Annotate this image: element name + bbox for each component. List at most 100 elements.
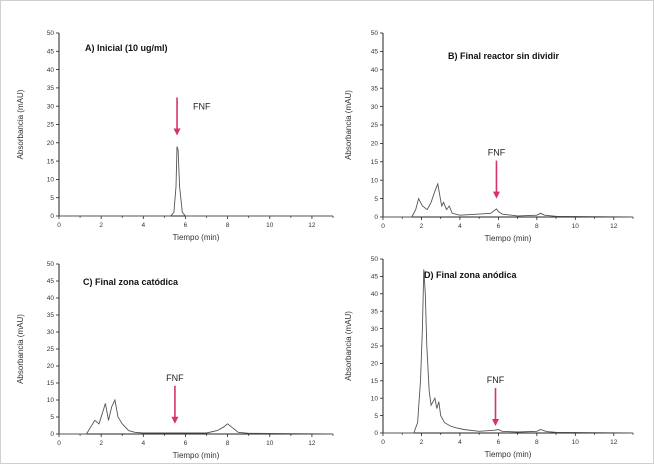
x-tick-label: 2 <box>420 223 424 230</box>
y-tick-label: 45 <box>371 274 379 281</box>
x-tick-label: 8 <box>226 222 230 229</box>
x-tick-label: 4 <box>458 439 462 446</box>
y-tick-label: 45 <box>47 278 55 285</box>
x-tick-label: 0 <box>57 440 61 447</box>
x-tick-label: 2 <box>420 439 424 446</box>
y-tick-label: 40 <box>371 291 379 298</box>
fnf-label: FNF <box>193 101 211 111</box>
x-tick-label: 10 <box>266 222 274 229</box>
x-tick-label: 10 <box>572 223 580 230</box>
y-tick-label: 40 <box>47 295 55 302</box>
chromatogram-trace <box>383 269 634 434</box>
fnf-label: FNF <box>488 148 506 158</box>
x-tick-label: 4 <box>141 222 145 229</box>
x-tick-label: 8 <box>535 439 539 446</box>
y-axis-label: Absorbancia (mAU) <box>16 314 25 384</box>
y-tick-label: 25 <box>371 122 379 129</box>
y-tick-label: 15 <box>47 380 55 387</box>
panel-2: 0 5 10 15 20 25 30 35 40 45 50 0 2 4 6 8 10 12 Tiempo (min… <box>16 261 334 460</box>
y-tick-label: 20 <box>371 141 379 148</box>
y-axis-label: Absorbancia (mAU) <box>16 89 25 159</box>
chromatogram-trace <box>383 182 634 218</box>
x-tick-label: 12 <box>308 222 316 229</box>
y-tick-label: 5 <box>374 196 378 203</box>
x-tick-label: 8 <box>535 223 539 230</box>
x-tick-label: 4 <box>458 223 462 230</box>
chromatogram-trace <box>59 398 334 435</box>
y-tick-label: 15 <box>371 159 379 166</box>
fnf-arrow-head <box>171 416 179 424</box>
x-axis-label: Tiempo (min) <box>173 451 220 460</box>
fnf-arrow-head <box>492 419 499 427</box>
chromatogram-trace <box>59 146 333 217</box>
fnf-label: FNF <box>166 373 184 383</box>
panel-0: 0 5 10 15 20 25 30 35 40 45 50 0 2 4 6 8 10 12 Tiempo (min… <box>16 30 334 242</box>
y-tick-label: 40 <box>371 67 379 74</box>
panel-title: C) Final zona catódica <box>83 277 179 287</box>
y-tick-label: 10 <box>47 177 55 184</box>
y-tick-label: 45 <box>371 49 379 56</box>
y-tick-label: 25 <box>47 346 55 353</box>
fnf-arrow-head <box>492 191 500 199</box>
x-tick-label: 6 <box>497 223 501 230</box>
x-tick-label: 2 <box>99 222 103 229</box>
y-tick-label: 50 <box>371 30 379 37</box>
y-tick-label: 0 <box>374 430 378 437</box>
y-tick-label: 0 <box>50 213 54 220</box>
y-tick-label: 25 <box>47 122 55 129</box>
fnf-arrow-head <box>173 128 181 136</box>
y-tick-label: 50 <box>47 261 55 268</box>
x-tick-label: 10 <box>572 439 580 446</box>
x-tick-label: 12 <box>308 440 316 447</box>
y-tick-label: 20 <box>47 363 55 370</box>
panel-title: D) Final zona anódica <box>424 270 518 280</box>
y-tick-label: 15 <box>371 378 379 385</box>
y-axis-label: Absorbancia (mAU) <box>344 311 353 381</box>
x-tick-label: 0 <box>381 223 385 230</box>
y-tick-label: 20 <box>371 361 379 368</box>
x-tick-label: 0 <box>381 439 385 446</box>
y-tick-label: 35 <box>47 85 55 92</box>
x-tick-label: 8 <box>226 440 230 447</box>
y-tick-label: 45 <box>47 49 55 56</box>
y-tick-label: 10 <box>371 177 379 184</box>
x-tick-label: 6 <box>184 440 188 447</box>
y-tick-label: 25 <box>371 343 379 350</box>
x-tick-label: 4 <box>141 440 145 447</box>
y-axis-label: Absorbancia (mAU) <box>344 90 353 160</box>
x-tick-label: 12 <box>610 439 618 446</box>
y-tick-label: 0 <box>374 214 378 221</box>
panel-title: B) Final reactor sin dividir <box>448 51 560 61</box>
y-tick-label: 35 <box>371 308 379 315</box>
x-axis-label: Tiempo (min) <box>485 450 532 459</box>
x-axis-label: Tiempo (min) <box>485 234 532 243</box>
y-tick-label: 10 <box>47 397 55 404</box>
y-tick-label: 5 <box>50 414 54 421</box>
x-axis-label: Tiempo (min) <box>173 233 220 242</box>
x-tick-label: 12 <box>610 223 618 230</box>
x-tick-label: 6 <box>497 439 501 446</box>
y-tick-label: 15 <box>47 158 55 165</box>
y-tick-label: 40 <box>47 67 55 74</box>
y-tick-label: 20 <box>47 140 55 147</box>
y-tick-label: 35 <box>371 85 379 92</box>
y-tick-label: 50 <box>47 30 55 37</box>
y-tick-label: 30 <box>47 329 55 336</box>
y-tick-label: 35 <box>47 312 55 319</box>
panel-1: 0 5 10 15 20 25 30 35 40 45 50 0 2 4 6 8 10 12 Tiempo (min… <box>344 30 634 243</box>
y-tick-label: 10 <box>371 395 379 402</box>
y-tick-label: 30 <box>371 326 379 333</box>
x-tick-label: 6 <box>184 222 188 229</box>
y-tick-label: 5 <box>50 195 54 202</box>
x-tick-label: 2 <box>99 440 103 447</box>
y-tick-label: 30 <box>371 104 379 111</box>
x-tick-label: 10 <box>266 440 274 447</box>
y-tick-label: 30 <box>47 103 55 110</box>
fnf-label: FNF <box>487 375 505 385</box>
x-tick-label: 0 <box>57 222 61 229</box>
panel-title: A) Inicial (10 ug/ml) <box>85 43 168 53</box>
y-tick-label: 50 <box>371 256 379 263</box>
y-tick-label: 0 <box>50 431 54 438</box>
